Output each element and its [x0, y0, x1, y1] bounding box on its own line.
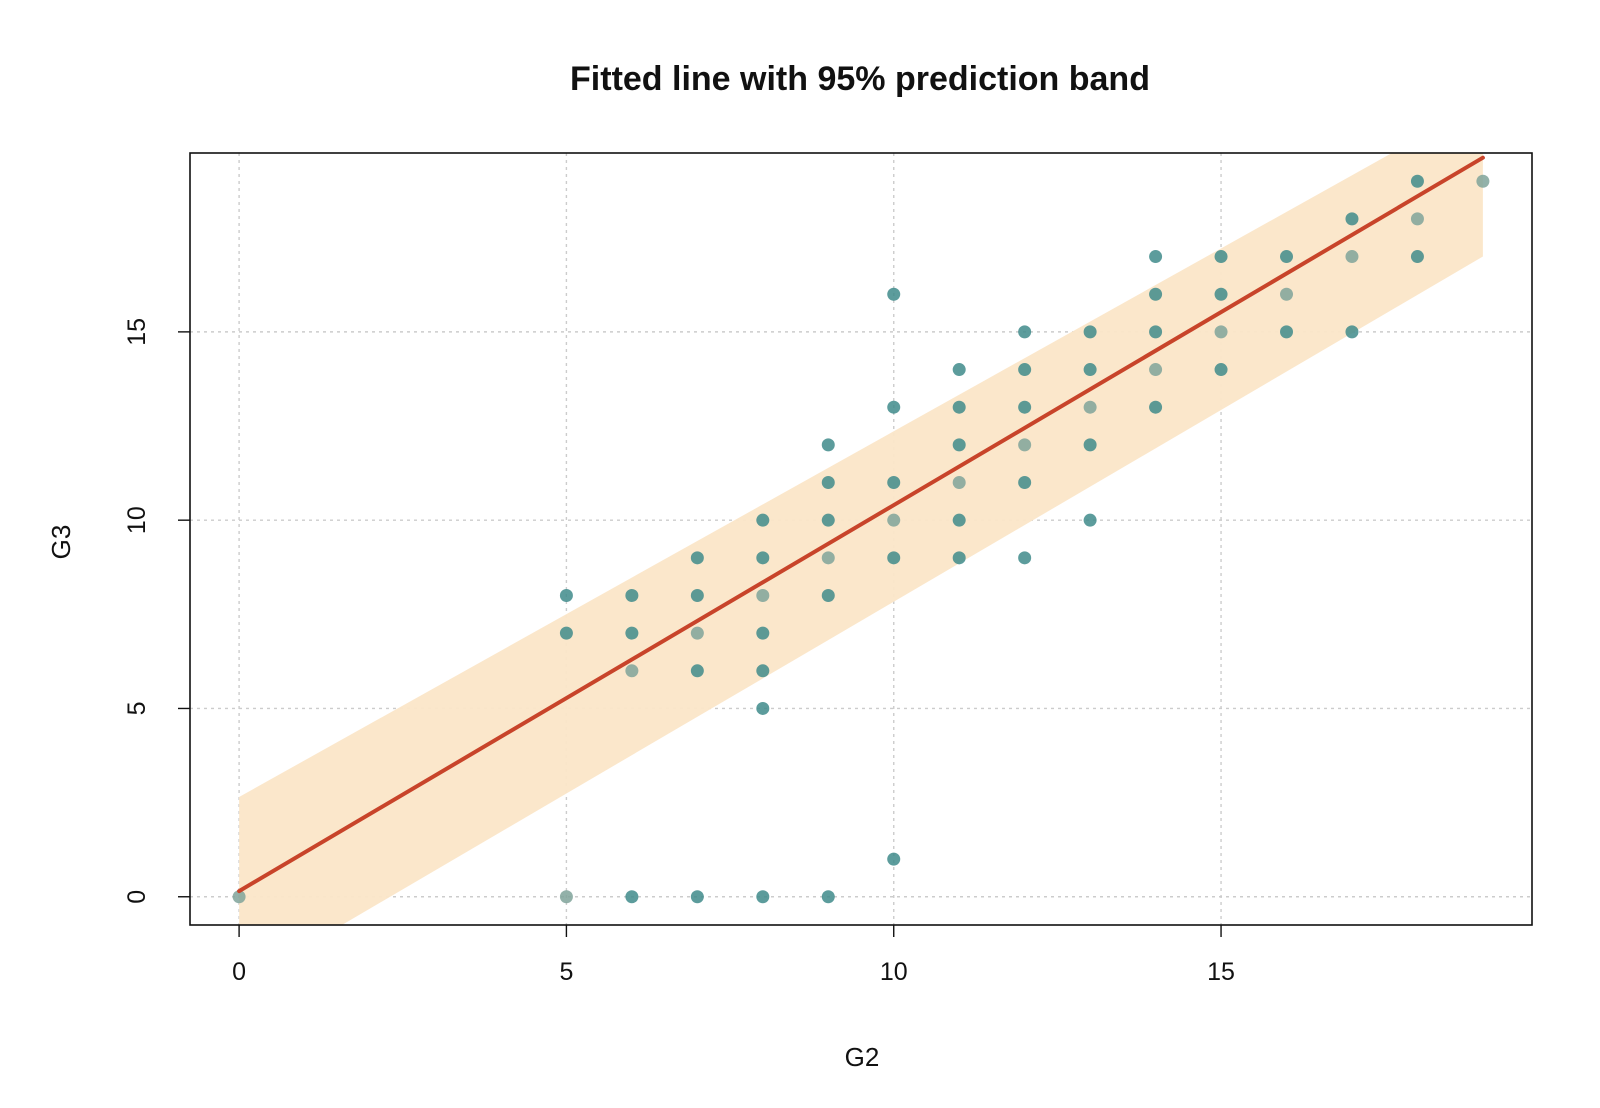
data-point	[887, 551, 901, 565]
data-point	[887, 852, 901, 866]
data-point	[690, 626, 704, 640]
data-point	[821, 476, 835, 490]
data-point	[1083, 513, 1097, 527]
data-point	[1280, 250, 1294, 264]
data-point	[1018, 325, 1032, 339]
data-point	[1018, 438, 1032, 452]
data-point	[232, 890, 246, 904]
x-tick-label: 5	[559, 958, 573, 986]
data-point	[1018, 551, 1032, 565]
data-point	[821, 588, 835, 602]
data-point	[559, 626, 573, 640]
data-point	[625, 664, 639, 678]
data-point	[1214, 287, 1228, 301]
data-point	[1280, 325, 1294, 339]
data-point	[1149, 400, 1163, 414]
data-point	[952, 363, 966, 377]
prediction-band	[239, 153, 1483, 925]
data-point	[690, 551, 704, 565]
data-point	[756, 588, 770, 602]
data-point	[952, 400, 966, 414]
data-point	[821, 890, 835, 904]
data-point	[1476, 174, 1490, 188]
data-point	[756, 701, 770, 715]
plot-frame	[189, 152, 1533, 926]
data-point	[1018, 400, 1032, 414]
data-point	[756, 626, 770, 640]
plot-clip-group	[190, 153, 1532, 925]
data-point	[952, 476, 966, 490]
data-point	[756, 551, 770, 565]
data-point	[1214, 250, 1228, 264]
y-tick-label: 5	[123, 702, 151, 716]
data-point	[1345, 325, 1359, 339]
data-point	[690, 588, 704, 602]
data-point	[1018, 476, 1032, 490]
data-point	[1083, 325, 1097, 339]
y-tick-label: 0	[123, 890, 151, 904]
data-point	[1345, 250, 1359, 264]
data-point	[887, 400, 901, 414]
data-point	[1410, 250, 1424, 264]
x-tick-label: 10	[880, 958, 908, 986]
data-point	[756, 890, 770, 904]
data-point	[1083, 363, 1097, 377]
y-axis-label: G3	[46, 525, 76, 560]
data-point	[1018, 363, 1032, 377]
data-point	[1149, 287, 1163, 301]
x-tick-label: 15	[1207, 958, 1235, 986]
data-point	[1149, 250, 1163, 264]
data-point	[821, 513, 835, 527]
data-point	[952, 513, 966, 527]
plot-area: 0 5 10 15 0 5 10 15	[123, 152, 1533, 986]
data-point	[887, 513, 901, 527]
data-point	[952, 438, 966, 452]
y-tick-label: 10	[123, 506, 151, 534]
data-point	[690, 664, 704, 678]
data-point	[1214, 325, 1228, 339]
x-axis-label: G2	[845, 1042, 880, 1072]
data-point	[625, 588, 639, 602]
data-point	[1345, 212, 1359, 226]
data-point	[1083, 438, 1097, 452]
data-point	[625, 890, 639, 904]
data-point	[1214, 363, 1228, 377]
fit-line	[237, 155, 1485, 894]
data-point	[625, 626, 639, 640]
data-point	[887, 476, 901, 490]
data-point	[559, 588, 573, 602]
data-point	[756, 513, 770, 527]
data-point	[1280, 287, 1294, 301]
data-point	[1410, 212, 1424, 226]
data-point	[1149, 325, 1163, 339]
data-point	[690, 890, 704, 904]
data-point	[1149, 363, 1163, 377]
data-point	[1410, 174, 1424, 188]
data-point	[756, 664, 770, 678]
data-point	[821, 551, 835, 565]
data-point	[1083, 400, 1097, 414]
chart-title: Fitted line with 95% prediction band	[570, 60, 1150, 98]
x-tick-label: 0	[232, 958, 246, 986]
data-point	[952, 551, 966, 565]
data-point	[559, 890, 573, 904]
data-point	[887, 287, 901, 301]
y-tick-label: 15	[123, 318, 151, 346]
data-point	[821, 438, 835, 452]
